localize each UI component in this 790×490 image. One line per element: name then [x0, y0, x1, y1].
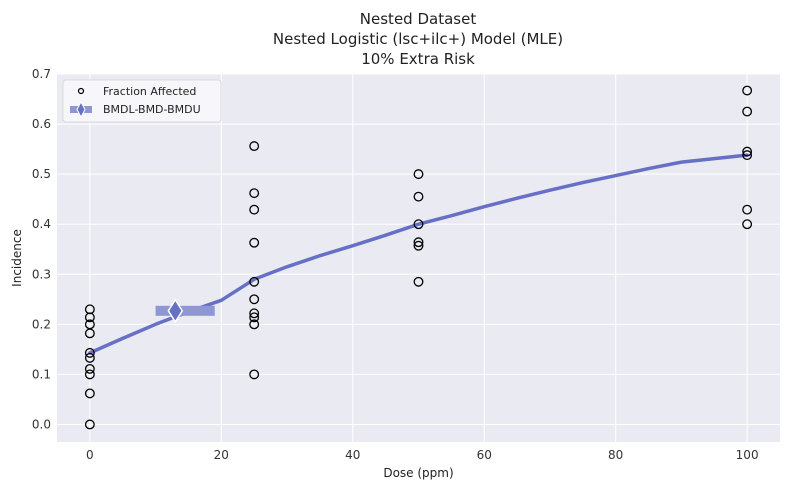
- x-tick-label: 100: [736, 448, 759, 462]
- data-point: [413, 219, 424, 230]
- data-point: [249, 141, 260, 152]
- legend-point-marker: [77, 87, 85, 95]
- data-point: [249, 276, 260, 287]
- data-point: [249, 308, 260, 319]
- data-point: [249, 312, 260, 323]
- data-point: [413, 276, 424, 287]
- x-tick-label: 80: [608, 448, 623, 462]
- data-point: [249, 188, 260, 199]
- chart-title-line: Nested Logistic (lsc+ilc+) Model (MLE): [273, 30, 563, 48]
- y-tick-label: 0.4: [32, 217, 51, 231]
- legend-label-fraction-affected: Fraction Affected: [103, 85, 196, 98]
- data-point: [84, 419, 95, 430]
- legend: Fraction Affected BMDL-BMD-BMDU: [62, 79, 222, 123]
- bmd-diamond-marker: [167, 298, 184, 324]
- data-point: [84, 363, 95, 374]
- data-point: [84, 347, 95, 358]
- chart-title-line: 10% Extra Risk: [361, 50, 475, 68]
- data-point: [742, 146, 753, 157]
- x-tick-label: 60: [477, 448, 492, 462]
- y-tick-label: 0.1: [32, 367, 51, 381]
- x-axis-label: Dose (ppm): [383, 466, 453, 480]
- bmd-layer: [155, 298, 215, 324]
- data-point: [249, 204, 260, 215]
- data-point: [742, 150, 753, 161]
- chart-title: Nested Dataset Nested Logistic (lsc+ilc+)…: [273, 10, 563, 68]
- y-tick-label: 0.6: [32, 117, 51, 131]
- gridlines: [57, 73, 780, 442]
- chart-title-line: Nested Dataset: [360, 10, 477, 28]
- y-tick-label: 0.2: [32, 317, 51, 331]
- y-axis-ticks: 0.0 0.1 0.2 0.3 0.4 0.5 0.6 0.7: [32, 67, 51, 431]
- data-point: [249, 369, 260, 380]
- y-axis-label: Incidence: [10, 229, 24, 287]
- data-point: [742, 85, 753, 96]
- y-tick-label: 0.0: [32, 417, 51, 431]
- y-tick-label: 0.5: [32, 167, 51, 181]
- data-point: [249, 237, 260, 248]
- legend-bmd-diamond-icon: [76, 100, 86, 119]
- x-tick-label: 20: [214, 448, 229, 462]
- data-point: [742, 219, 753, 230]
- x-axis-ticks: 0 20 40 60 80 100: [86, 448, 759, 462]
- data-point: [413, 240, 424, 251]
- data-point: [84, 388, 95, 399]
- plot-area: [57, 74, 780, 442]
- x-tick-label: 40: [345, 448, 360, 462]
- data-point: [249, 294, 260, 305]
- legend-label-bmd: BMDL-BMD-BMDU: [103, 103, 201, 116]
- data-point: [742, 106, 753, 117]
- y-tick-label: 0.3: [32, 267, 51, 281]
- y-tick-label: 0.7: [32, 67, 51, 81]
- legend-box: [62, 79, 222, 123]
- bmd-interval-bar: [155, 305, 215, 316]
- data-point: [742, 204, 753, 215]
- x-tick-label: 0: [86, 448, 94, 462]
- data-point: [413, 237, 424, 248]
- data-point: [249, 319, 260, 330]
- data-point: [84, 319, 95, 330]
- data-point: [413, 169, 424, 180]
- data-point: [84, 369, 95, 380]
- data-point: [84, 304, 95, 315]
- data-point: [413, 191, 424, 202]
- data-point: [84, 352, 95, 363]
- data-points-layer: [84, 85, 753, 430]
